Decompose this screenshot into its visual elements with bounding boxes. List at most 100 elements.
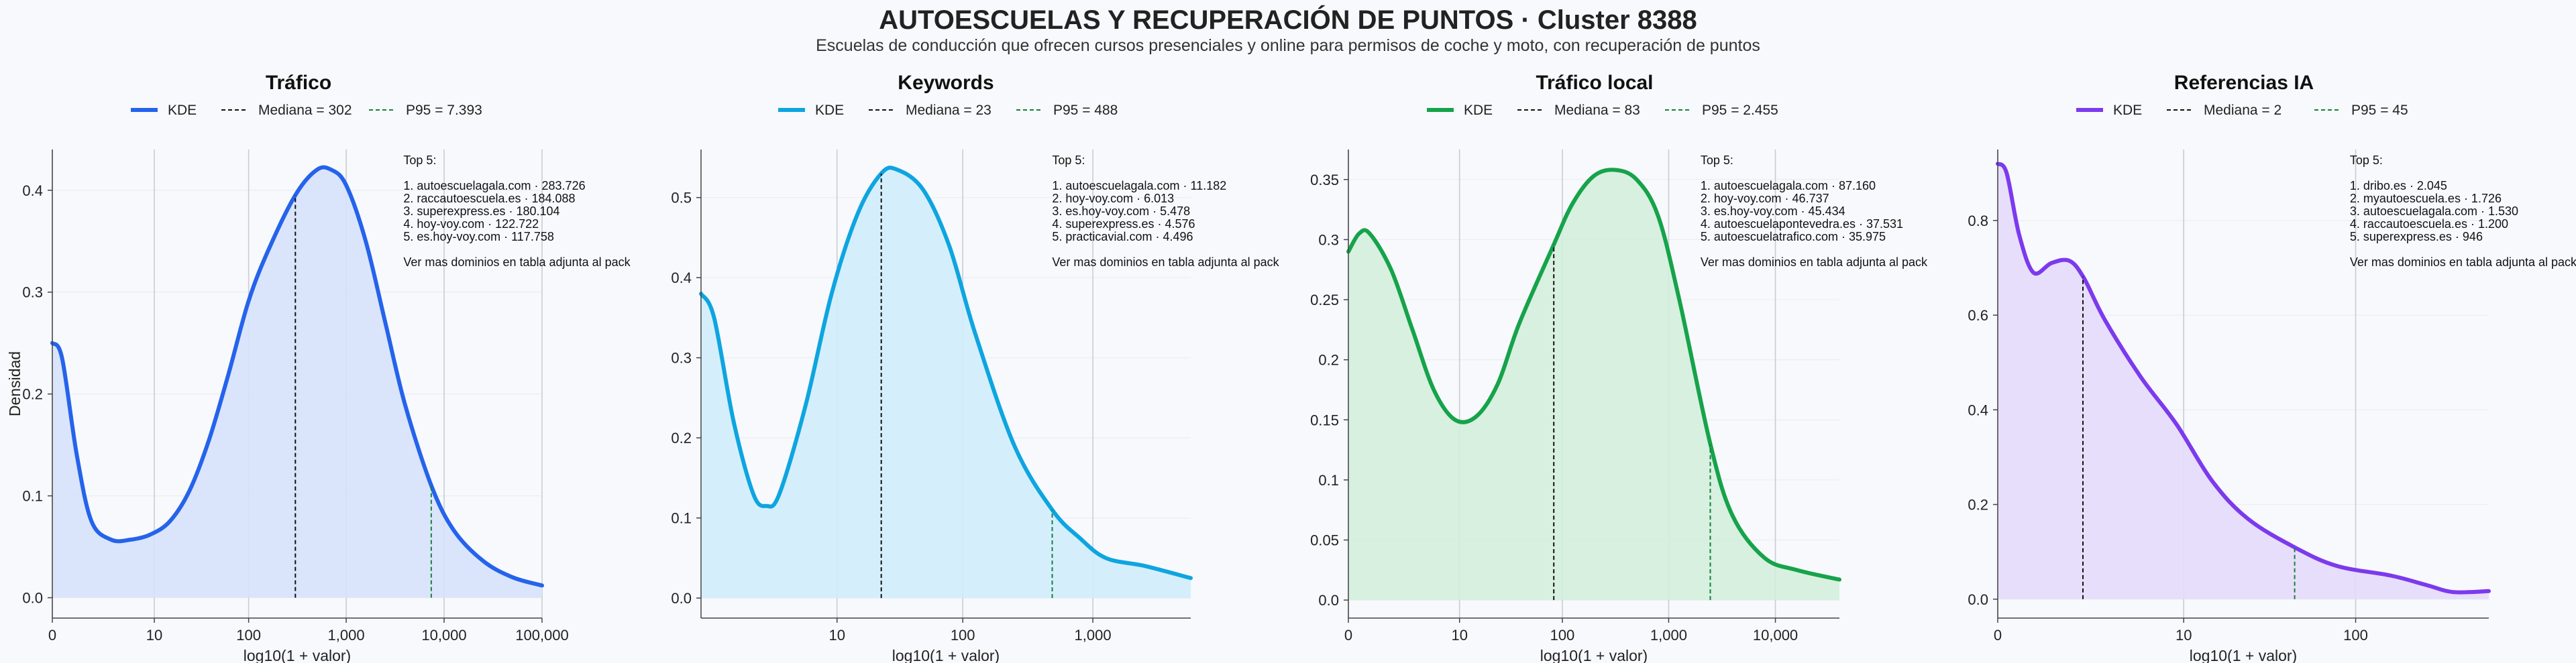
top5-item: 5. es.hoy-voy.com · 117.758 [403, 230, 553, 243]
y-tick-label: 0.6 [1968, 307, 1988, 324]
x-tick-label: 10,000 [421, 627, 466, 644]
x-axis-label: log10(1 + valor) [1540, 647, 1648, 663]
y-tick-label: 0.05 [1310, 532, 1339, 549]
legend-median-label: Mediana = 23 [906, 103, 991, 118]
top5-item: 4. superexpress.es · 4.576 [1052, 217, 1195, 231]
x-axis-label: log10(1 + valor) [2190, 647, 2297, 663]
top5-item: 2. raccautoescuela.es · 184.088 [403, 192, 575, 205]
x-tick-label: 10 [1451, 627, 1467, 644]
top5-header: Top 5: [1701, 154, 1733, 167]
legend-kde-label: KDE [815, 103, 844, 118]
kde-curve [50, 165, 544, 588]
top5-item: 4. hoy-voy.com · 122.722 [403, 217, 539, 231]
top5-footer: Ver mas dominios en tabla adjunta al pac… [1052, 255, 1279, 269]
chart-title: Keywords [898, 72, 994, 94]
kde-area [701, 168, 1191, 599]
chart-legend: KDE Mediana = 23 P95 = 488 [778, 103, 1118, 118]
chart-panel-3: 0.0 0.05 0.1 0.15 0.2 0.25 0.3 0.35 0 10 100 1,000 1… [1310, 72, 1928, 663]
y-tick-label: 0.15 [1310, 412, 1339, 428]
top5-item: 4. autoescuelapontevedra.es · 37.531 [1701, 217, 1903, 231]
x-tick-label: 1,000 [1075, 627, 1112, 644]
x-tick-label: 0 [1994, 627, 2002, 644]
top5-footer: Ver mas dominios en tabla adjunta al pac… [1701, 255, 1928, 269]
kde-curve [1996, 162, 2491, 595]
top5-item: 2. hoy-voy.com · 46.737 [1701, 192, 1829, 205]
kde-curve [1346, 168, 1841, 582]
legend-kde-label: KDE [168, 103, 197, 118]
y-tick-label: 0.0 [1968, 591, 1988, 608]
top5-annotation: Top 5: 1. autoescuelagala.com · 87.1602. … [1701, 154, 1928, 269]
y-tick-label: 0.25 [1310, 292, 1339, 308]
y-tick-label: 0.2 [1968, 497, 1988, 514]
y-tick-label: 0.1 [671, 510, 692, 527]
y-tick-label: 0.4 [22, 182, 43, 199]
chart-panel-2: 0.0 0.1 0.2 0.3 0.4 0.5 10 100 1,000 log10(1 + va… [671, 72, 1279, 663]
x-tick-label: 100 [236, 627, 261, 644]
top5-item: 1. autoescuelagala.com · 11.182 [1052, 179, 1226, 192]
kde-area [52, 167, 542, 598]
y-tick-label: 0.35 [1310, 172, 1339, 188]
top5-header: Top 5: [403, 154, 436, 167]
chart-legend: KDE Mediana = 302 P95 = 7.393 [131, 103, 482, 118]
x-tick-label: 100 [1550, 627, 1575, 644]
top5-item: 5. autoescuelatrafico.com · 35.975 [1701, 230, 1886, 243]
y-tick-label: 0.5 [671, 190, 692, 206]
y-tick-label: 0.0 [1318, 592, 1339, 609]
y-tick-label: 0.3 [671, 350, 692, 367]
top5-annotation: Top 5: 1. autoescuelagala.com · 283.7262.… [403, 154, 631, 269]
top5-header: Top 5: [2350, 154, 2383, 167]
top5-item: 4. raccautoescuela.es · 1.200 [2350, 217, 2508, 231]
top5-item: 2. hoy-voy.com · 6.013 [1052, 192, 1174, 205]
top5-annotation: Top 5: 1. autoescuelagala.com · 11.1822. … [1052, 154, 1279, 269]
top5-header: Top 5: [1052, 154, 1085, 167]
top5-item: 1. dribo.es · 2.045 [2350, 179, 2447, 192]
y-tick-label: 0.1 [22, 488, 43, 505]
top5-item: 2. myautoescuela.es · 1.726 [2350, 192, 2502, 205]
chart-legend: KDE Mediana = 2 P95 = 45 [2076, 103, 2408, 118]
legend-kde-label: KDE [1464, 103, 1493, 118]
chart-title: Tráfico local [1536, 72, 1653, 94]
y-tick-label: 0.4 [671, 269, 692, 286]
x-tick-label: 0 [1344, 627, 1352, 644]
y-tick-label: 0.3 [22, 284, 43, 301]
kde-area [1348, 170, 1839, 601]
legend-p95-label: P95 = 45 [2351, 103, 2408, 118]
chart-title: Tráfico [266, 72, 331, 94]
x-tick-label: 100,000 [515, 627, 569, 644]
x-tick-label: 1,000 [1650, 627, 1687, 644]
top5-item: 1. autoescuelagala.com · 283.726 [403, 179, 585, 192]
chart-panel-1: 0.0 0.1 0.2 0.3 0.4 0 10 100 1,000 10,000 100,000 l… [6, 72, 631, 663]
x-axis-label: log10(1 + valor) [244, 647, 351, 663]
x-tick-label: 10 [2176, 627, 2192, 644]
legend-p95-label: P95 = 7.393 [406, 103, 482, 118]
y-tick-label: 0.1 [1318, 472, 1339, 489]
chart-title: Referencias IA [2174, 72, 2314, 94]
y-tick-label: 0.3 [1318, 231, 1339, 248]
x-tick-label: 100 [2343, 627, 2368, 644]
x-tick-label: 10 [828, 627, 845, 644]
top5-item: 5. superexpress.es · 946 [2350, 230, 2483, 243]
top5-item: 3. es.hoy-voy.com · 45.434 [1701, 204, 1845, 218]
top5-item: 3. es.hoy-voy.com · 5.478 [1052, 204, 1190, 218]
legend-median-label: Mediana = 83 [1554, 103, 1640, 118]
x-tick-label: 0 [48, 627, 56, 644]
top5-item: 3. autoescuelagala.com · 1.530 [2350, 204, 2518, 218]
kde-area [1998, 164, 2489, 599]
legend-p95-label: P95 = 2.455 [1702, 103, 1778, 118]
top5-item: 1. autoescuelagala.com · 87.160 [1701, 179, 1876, 192]
y-tick-label: 0.2 [1318, 352, 1339, 369]
legend-p95-label: P95 = 488 [1053, 103, 1118, 118]
kde-curve [699, 166, 1193, 581]
page-subtitle: Escuelas de conducción que ofrecen curso… [816, 36, 1760, 55]
x-tick-label: 100 [951, 627, 975, 644]
chart-legend: KDE Mediana = 83 P95 = 2.455 [1427, 103, 1778, 118]
chart-panel-4: 0.0 0.2 0.4 0.6 0.8 0 10 100 log10(1 + valor) Ref… [1968, 72, 2576, 663]
legend-kde-label: KDE [2113, 103, 2142, 118]
x-axis-label: log10(1 + valor) [892, 647, 1000, 663]
top5-item: 5. practicavial.com · 4.496 [1052, 230, 1193, 243]
page-title: AUTOESCUELAS Y RECUPERACIÓN DE PUNTOS · … [879, 5, 1697, 35]
y-tick-label: 0.2 [22, 386, 43, 403]
